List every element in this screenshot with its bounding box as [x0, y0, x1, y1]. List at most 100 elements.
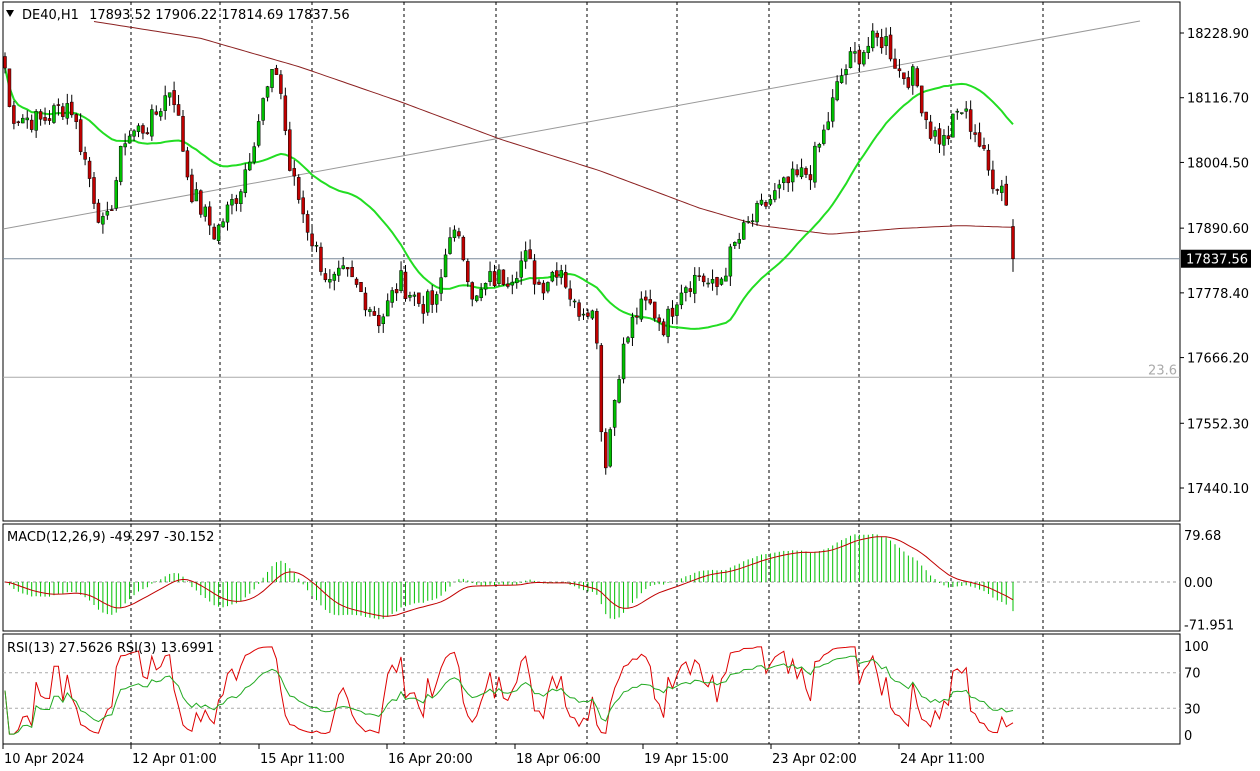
- candle[interactable]: [70, 101, 74, 116]
- candle[interactable]: [301, 197, 305, 215]
- candle[interactable]: [537, 281, 541, 285]
- candle[interactable]: [710, 279, 715, 284]
- candle[interactable]: [679, 292, 684, 306]
- candle[interactable]: [773, 190, 777, 200]
- candle[interactable]: [47, 118, 52, 121]
- candle[interactable]: [190, 174, 194, 203]
- candle[interactable]: [25, 117, 29, 121]
- candle[interactable]: [661, 321, 666, 336]
- candle[interactable]: [52, 105, 56, 123]
- candle[interactable]: [924, 111, 928, 121]
- candle[interactable]: [3, 56, 7, 69]
- candle[interactable]: [612, 400, 617, 428]
- candle[interactable]: [350, 267, 354, 278]
- candle[interactable]: [982, 145, 986, 149]
- candle[interactable]: [724, 275, 728, 282]
- candle[interactable]: [581, 313, 586, 316]
- candle[interactable]: [888, 34, 893, 60]
- candle[interactable]: [265, 86, 270, 98]
- candle[interactable]: [697, 275, 701, 277]
- candle[interactable]: [693, 274, 697, 294]
- candle[interactable]: [857, 49, 862, 65]
- candle[interactable]: [314, 244, 319, 247]
- candle[interactable]: [879, 37, 884, 49]
- candle[interactable]: [563, 272, 568, 288]
- candle[interactable]: [479, 288, 483, 298]
- candle[interactable]: [626, 337, 630, 343]
- candle[interactable]: [768, 199, 773, 205]
- candle[interactable]: [239, 191, 243, 204]
- candle[interactable]: [862, 52, 866, 65]
- candle[interactable]: [1004, 183, 1008, 206]
- candle[interactable]: [897, 68, 902, 72]
- candle[interactable]: [38, 111, 43, 120]
- candle[interactable]: [701, 275, 706, 283]
- candle[interactable]: [955, 110, 960, 113]
- candle[interactable]: [746, 221, 750, 223]
- candle[interactable]: [225, 204, 230, 223]
- candle[interactable]: [412, 294, 417, 297]
- candle[interactable]: [443, 254, 448, 278]
- candle[interactable]: [368, 309, 372, 312]
- candle[interactable]: [279, 74, 283, 94]
- candle[interactable]: [728, 246, 733, 277]
- candle[interactable]: [385, 300, 390, 317]
- candle[interactable]: [381, 316, 385, 325]
- candle[interactable]: [968, 109, 973, 132]
- candle[interactable]: [906, 77, 911, 88]
- macd-signal-line[interactable]: [4, 536, 1014, 617]
- candle[interactable]: [12, 105, 16, 124]
- candle[interactable]: [604, 432, 608, 469]
- candle[interactable]: [750, 220, 755, 222]
- candle[interactable]: [510, 281, 515, 286]
- candle[interactable]: [648, 299, 652, 304]
- candle[interactable]: [1000, 185, 1004, 193]
- candle[interactable]: [434, 294, 439, 305]
- candle[interactable]: [515, 278, 519, 284]
- candle[interactable]: [960, 112, 964, 114]
- candle[interactable]: [639, 298, 644, 320]
- candle[interactable]: [439, 277, 443, 294]
- candle[interactable]: [657, 317, 661, 323]
- candle[interactable]: [34, 111, 38, 131]
- candle[interactable]: [644, 296, 648, 301]
- candle[interactable]: [288, 129, 292, 171]
- candle[interactable]: [902, 72, 906, 79]
- candle[interactable]: [470, 282, 474, 300]
- candle[interactable]: [212, 226, 216, 240]
- candle[interactable]: [822, 129, 826, 144]
- candle[interactable]: [933, 130, 937, 137]
- candle[interactable]: [234, 198, 239, 204]
- candle[interactable]: [150, 109, 154, 137]
- candle[interactable]: [973, 132, 977, 135]
- candle[interactable]: [114, 180, 118, 209]
- candle[interactable]: [323, 273, 328, 281]
- candle[interactable]: [599, 345, 604, 433]
- candle[interactable]: [915, 68, 919, 87]
- candle[interactable]: [78, 119, 83, 152]
- candle[interactable]: [199, 190, 203, 215]
- candle[interactable]: [590, 310, 595, 319]
- candle[interactable]: [248, 161, 252, 171]
- candle[interactable]: [541, 282, 546, 294]
- candle[interactable]: [394, 289, 399, 294]
- candle[interactable]: [839, 75, 844, 83]
- rsi3-line[interactable]: [4, 646, 1014, 735]
- candle[interactable]: [176, 104, 181, 116]
- candle[interactable]: [305, 214, 310, 233]
- candle[interactable]: [755, 203, 759, 223]
- candle[interactable]: [853, 51, 857, 54]
- candle[interactable]: [782, 177, 786, 183]
- candle[interactable]: [118, 145, 123, 182]
- candle[interactable]: [363, 292, 368, 311]
- candle[interactable]: [848, 51, 853, 68]
- candle[interactable]: [550, 271, 555, 282]
- candle[interactable]: [483, 283, 488, 290]
- candle[interactable]: [928, 121, 933, 139]
- candle[interactable]: [777, 184, 782, 189]
- rsi13-line[interactable]: [4, 655, 1014, 735]
- candle[interactable]: [546, 282, 550, 292]
- candle[interactable]: [813, 145, 817, 183]
- candle[interactable]: [991, 169, 995, 190]
- candle[interactable]: [666, 308, 670, 337]
